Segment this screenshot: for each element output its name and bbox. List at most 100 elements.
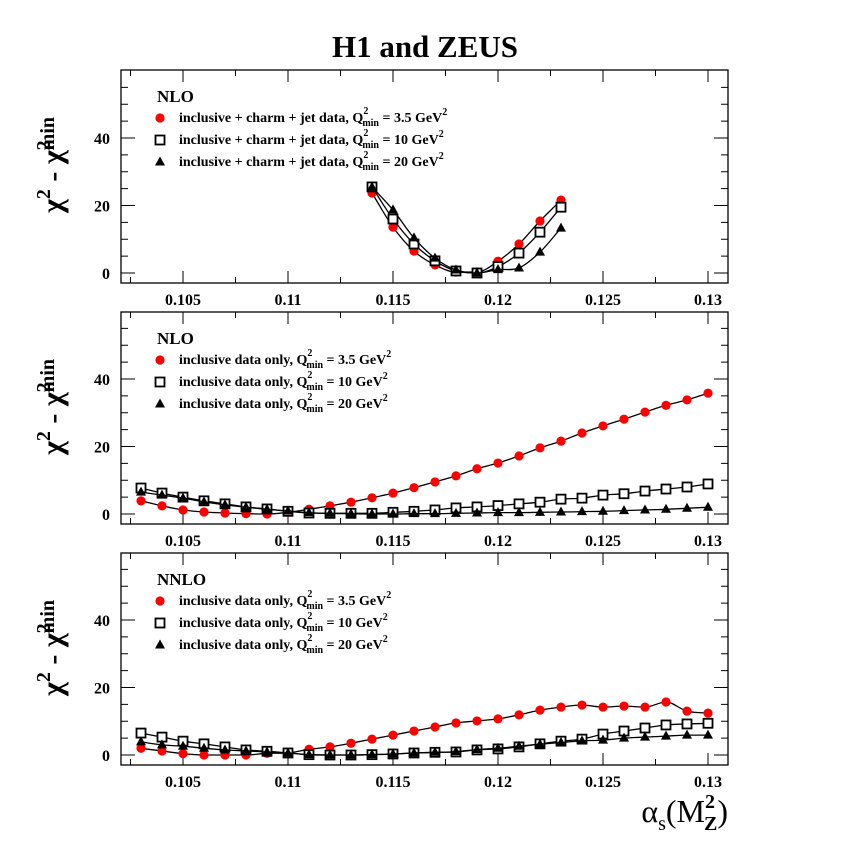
x-tick-label: 0.13 xyxy=(694,292,722,309)
data-point-triangle xyxy=(388,204,398,214)
data-point-circle xyxy=(703,388,713,398)
legend-entry: inclusive data only, Q2 min = 3.5 GeV2 xyxy=(179,589,391,612)
data-point-circle xyxy=(157,746,167,756)
data-point-circle xyxy=(367,734,377,744)
data-point-triangle xyxy=(493,507,503,517)
data-point-circle xyxy=(640,702,650,712)
data-point-square xyxy=(639,485,651,497)
data-point-circle xyxy=(703,708,713,718)
figure-title: H1 and ZEUS xyxy=(332,29,518,64)
data-point-circle xyxy=(556,702,566,712)
x-tick-label: 0.12 xyxy=(484,533,512,550)
data-point-triangle xyxy=(199,742,209,752)
data-point-triangle xyxy=(556,506,566,516)
data-point-square xyxy=(576,492,588,504)
data-point-circle xyxy=(682,706,692,716)
data-point-triangle xyxy=(640,731,650,741)
data-point-square xyxy=(534,226,546,238)
series-triangle xyxy=(367,181,566,277)
data-point-triangle xyxy=(451,264,461,274)
data-point-square xyxy=(660,719,672,731)
data-point-triangle xyxy=(703,729,713,739)
data-point-circle xyxy=(325,742,335,752)
data-point-circle xyxy=(577,428,587,438)
data-point-triangle xyxy=(430,746,440,756)
data-point-circle xyxy=(661,697,671,707)
data-point-triangle xyxy=(241,745,251,755)
data-point-square xyxy=(702,717,714,729)
x-tick-label: 0.13 xyxy=(694,774,722,791)
data-point-triangle xyxy=(451,746,461,756)
data-point-triangle xyxy=(451,507,461,517)
data-point-circle xyxy=(388,222,398,232)
data-point-triangle xyxy=(682,729,692,739)
data-point-circle xyxy=(640,407,650,417)
data-point-triangle xyxy=(514,507,524,517)
data-point-circle xyxy=(367,493,377,503)
data-point-circle xyxy=(598,421,608,431)
data-point-triangle xyxy=(325,749,335,759)
data-point-triangle xyxy=(262,503,272,513)
y-tick-label: 20 xyxy=(94,681,110,698)
x-tick-label: 0.115 xyxy=(375,533,410,550)
legend-marker-triangle xyxy=(155,398,165,408)
panel-label: NLO xyxy=(157,329,194,348)
data-point-circle xyxy=(514,710,524,720)
x-tick-label: 0.11 xyxy=(274,774,301,791)
y-axis-label: χ2 - χ2min xyxy=(33,359,69,456)
plot-frame xyxy=(120,311,729,525)
data-point-triangle xyxy=(388,508,398,518)
data-point-circle xyxy=(451,471,461,481)
data-point-triangle xyxy=(346,508,356,518)
data-point-circle xyxy=(136,743,146,753)
data-point-triangle xyxy=(577,506,587,516)
data-point-circle xyxy=(178,749,188,759)
series-square xyxy=(366,181,567,279)
x-tick-label: 0.115 xyxy=(375,774,410,791)
data-point-triangle xyxy=(388,748,398,758)
data-point-triangle xyxy=(682,502,692,512)
x-tick-label: 0.105 xyxy=(165,533,201,550)
y-tick-label: 0 xyxy=(102,507,110,524)
fit-curve-square xyxy=(140,483,709,514)
y-tick-label: 20 xyxy=(94,199,110,216)
data-point-circle xyxy=(157,501,167,511)
data-point-circle xyxy=(514,239,524,249)
data-point-triangle xyxy=(535,506,545,516)
data-point-square xyxy=(618,488,630,500)
x-tick-label: 0.115 xyxy=(375,292,410,309)
fit-curve-triangle xyxy=(140,734,708,756)
data-point-square xyxy=(597,489,609,501)
data-point-square xyxy=(387,213,399,225)
x-tick-label: 0.11 xyxy=(274,533,301,550)
data-point-triangle xyxy=(220,499,230,509)
legend-marker-square xyxy=(154,376,166,388)
data-point-triangle xyxy=(283,505,293,515)
data-point-triangle xyxy=(430,508,440,518)
data-point-triangle xyxy=(661,730,671,740)
chart-panel-1: 0.105 0.11 0.115 0.12 0.125 0.13 0 20 40 χ2 - χ2m… xyxy=(33,69,729,309)
data-point-triangle xyxy=(703,501,713,511)
data-point-triangle xyxy=(535,738,545,748)
x-tick-label: 0.105 xyxy=(165,774,201,791)
data-point-triangle xyxy=(514,262,524,272)
fit-curve-circle xyxy=(140,701,709,756)
data-point-circle xyxy=(535,443,545,453)
data-point-circle xyxy=(472,716,482,726)
data-point-triangle xyxy=(577,735,587,745)
data-point-triangle xyxy=(325,507,335,517)
fit-curve-circle xyxy=(371,192,562,273)
y-tick-label: 0 xyxy=(102,748,110,765)
data-point-circle xyxy=(178,505,188,515)
data-point-square xyxy=(639,722,651,734)
legend-entry: inclusive data only, Q2 min = 3.5 GeV2 xyxy=(179,348,391,371)
data-point-triangle xyxy=(199,496,209,506)
fit-curve-triangle xyxy=(371,186,562,274)
data-point-circle xyxy=(388,730,398,740)
x-tick-label: 0.12 xyxy=(484,774,512,791)
chart-panel-2: 0.105 0.11 0.115 0.12 0.125 0.13 0 20 40 χ2 - χ2m… xyxy=(33,311,729,550)
data-point-triangle xyxy=(262,746,272,756)
data-point-circle xyxy=(535,216,545,226)
fit-curve-circle xyxy=(140,392,709,515)
